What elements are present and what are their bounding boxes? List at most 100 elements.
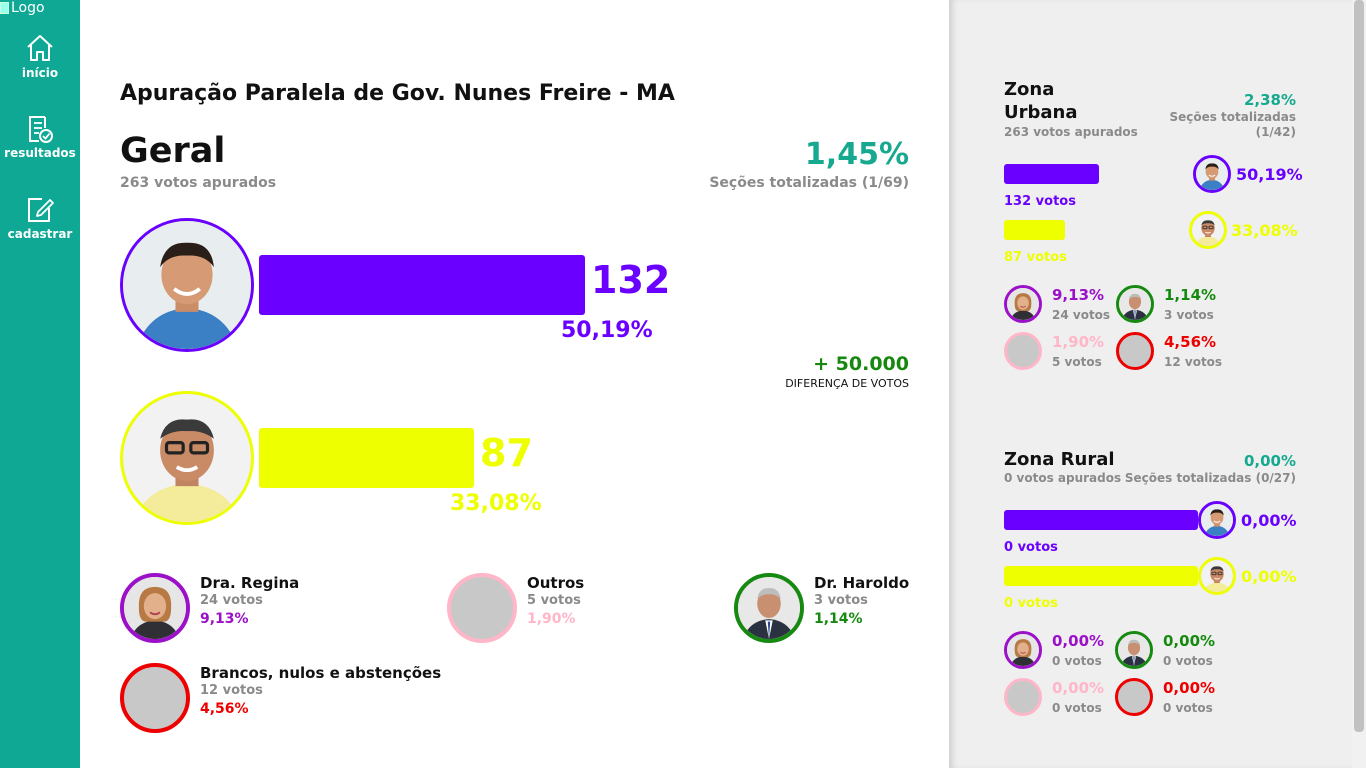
zona-urbana-votes-counted: 263 votos apurados	[1004, 125, 1138, 139]
zona-rural-outros-pct: 0,00%	[1052, 679, 1105, 697]
zona-rural-regina-pct: 0,00%	[1052, 632, 1105, 650]
second-percentage: 33,08%	[450, 491, 542, 516]
zona-urbana-second-avatar	[1189, 211, 1227, 249]
nav-inicio[interactable]: início	[0, 32, 80, 80]
zona-urbana-leader-avatar	[1193, 155, 1231, 193]
haroldo-votes: 3 votos	[814, 593, 868, 608]
edit-icon	[28, 198, 54, 222]
zona-urbana-outros-pct: 1,90%	[1052, 333, 1105, 351]
zona-rural-second-bar	[1004, 566, 1198, 586]
zona-urbana-brancos-votes: 12 votos	[1164, 355, 1223, 369]
zona-urbana-brancos-pct: 4,56%	[1164, 333, 1217, 351]
zona-urbana-second-pct: 33,08%	[1231, 221, 1298, 240]
zona-rural-second-avatar	[1198, 557, 1236, 595]
zona-urbana-sections-pct: 2,38%	[1243, 91, 1296, 109]
zona-rural-title: Zona Rural	[1004, 449, 1115, 470]
brancos-avatar	[120, 663, 190, 733]
outros-votes: 5 votos	[527, 593, 581, 608]
scrollbar-thumb[interactable]	[1354, 0, 1364, 732]
checklist-icon	[29, 116, 53, 143]
zona-urbana-outros-votes: 5 votos	[1052, 355, 1102, 369]
nav-inicio-label: início	[21, 66, 59, 80]
zona-urbana-regina-votes: 24 votos	[1052, 308, 1111, 322]
zona-rural-haroldo-votes: 0 votos	[1163, 654, 1213, 668]
nav-cadastrar[interactable]: cadastrar	[0, 195, 80, 241]
zona-rural-regina-avatar	[1004, 631, 1042, 669]
leader-avatar	[120, 218, 254, 352]
logo-alt-text: Logo	[11, 0, 45, 16]
zona-rural-leader-avatar	[1198, 501, 1236, 539]
zona-rural-leader-bar	[1004, 510, 1198, 530]
second-avatar	[120, 391, 254, 525]
logo[interactable]: Logo	[0, 0, 45, 16]
zona-rural-regina-votes: 0 votos	[1052, 654, 1102, 668]
haroldo-name: Dr. Haroldo	[814, 574, 910, 592]
broken-image-icon	[0, 2, 9, 14]
outros-name: Outros	[527, 574, 585, 592]
second-votes: 87	[480, 431, 533, 475]
nav-cadastrar-label: cadastrar	[7, 227, 73, 241]
zona-urbana-second-votes: 87 votos	[1004, 250, 1067, 265]
zona-rural-second-pct: 0,00%	[1241, 567, 1297, 586]
regina-votes: 24 votos	[200, 593, 263, 608]
zona-rural-haroldo-avatar	[1115, 631, 1153, 669]
zona-rural-leader-pct: 0,00%	[1241, 511, 1297, 530]
vote-difference-label: DIFERENÇA DE VOTOS	[785, 377, 909, 390]
section-heading-geral: Geral	[120, 131, 226, 171]
page-title: Apuração Paralela de Gov. Nunes Freire -…	[120, 81, 675, 106]
zona-urbana-outros-avatar	[1004, 332, 1042, 370]
zona-rural-leader-votes: 0 votos	[1004, 540, 1058, 555]
regina-name: Dra. Regina	[200, 574, 300, 592]
zona-rural-brancos-pct: 0,00%	[1163, 679, 1216, 697]
brancos-percentage: 4,56%	[200, 701, 249, 717]
leader-vote-bar	[259, 255, 585, 315]
zona-urbana-sections-label-line1: Seções totalizadas	[1169, 110, 1296, 124]
haroldo-avatar	[734, 573, 804, 643]
nav-resultados[interactable]: resultados	[0, 114, 80, 160]
zona-urbana-leader-pct: 50,19%	[1236, 165, 1303, 184]
zona-urbana-brancos-avatar	[1116, 332, 1154, 370]
zona-urbana-title: Zona Urbana	[1004, 78, 1078, 124]
regina-avatar	[120, 573, 190, 643]
haroldo-percentage: 1,14%	[814, 611, 863, 627]
main-panel: Apuração Paralela de Gov. Nunes Freire -…	[80, 0, 949, 768]
zona-urbana-title-line1: Zona	[1004, 79, 1055, 100]
zona-rural-sections-label: Seções totalizadas (0/27)	[1124, 471, 1296, 485]
zona-urbana-sections-label: Seções totalizadas (1/42)	[1169, 110, 1296, 140]
zona-urbana-regina-pct: 9,13%	[1052, 286, 1105, 304]
zona-rural-outros-votes: 0 votos	[1052, 701, 1102, 715]
votes-counted: 263 votos apurados	[120, 175, 277, 191]
leader-votes: 132	[591, 258, 671, 302]
scrollbar[interactable]	[1352, 0, 1366, 768]
zona-urbana-haroldo-pct: 1,14%	[1164, 286, 1217, 304]
sidebar: Logo início resultados cadastrar	[0, 0, 80, 768]
zones-panel: Zona Urbana 263 votos apurados 2,38% Seç…	[949, 0, 1352, 768]
zona-rural-sections-pct: 0,00%	[1243, 452, 1296, 470]
outros-avatar	[447, 573, 517, 643]
zona-urbana-sections-label-line2: (1/42)	[1255, 125, 1296, 139]
zona-rural-second-votes: 0 votos	[1004, 596, 1058, 611]
zona-urbana-haroldo-avatar	[1116, 285, 1154, 323]
sections-totalized: Seções totalizadas (1/69)	[709, 175, 909, 191]
brancos-name: Brancos, nulos e abstenções	[200, 664, 442, 682]
home-icon	[27, 35, 53, 61]
zona-urbana-haroldo-votes: 3 votos	[1164, 308, 1214, 322]
zona-rural-haroldo-pct: 0,00%	[1163, 632, 1216, 650]
regina-percentage: 9,13%	[200, 611, 249, 627]
brancos-votes: 12 votos	[200, 683, 263, 698]
zona-urbana-regina-avatar	[1004, 285, 1042, 323]
zona-urbana-title-line2: Urbana	[1004, 102, 1078, 123]
vote-difference: + 50.000	[813, 353, 909, 375]
nav-resultados-label: resultados	[4, 146, 76, 160]
zona-rural-brancos-votes: 0 votos	[1163, 701, 1213, 715]
zona-rural-brancos-avatar	[1115, 678, 1153, 716]
zona-urbana-leader-bar	[1004, 164, 1099, 184]
zona-rural-outros-avatar	[1004, 678, 1042, 716]
outros-percentage: 1,90%	[527, 611, 576, 627]
zona-urbana-leader-votes: 132 votos	[1004, 194, 1076, 209]
zona-rural-votes-counted: 0 votos apurados	[1004, 471, 1122, 485]
sections-percentage: 1,45%	[804, 137, 909, 172]
zona-urbana-second-bar	[1004, 220, 1065, 240]
leader-percentage: 50,19%	[561, 318, 653, 343]
second-vote-bar	[259, 428, 474, 488]
